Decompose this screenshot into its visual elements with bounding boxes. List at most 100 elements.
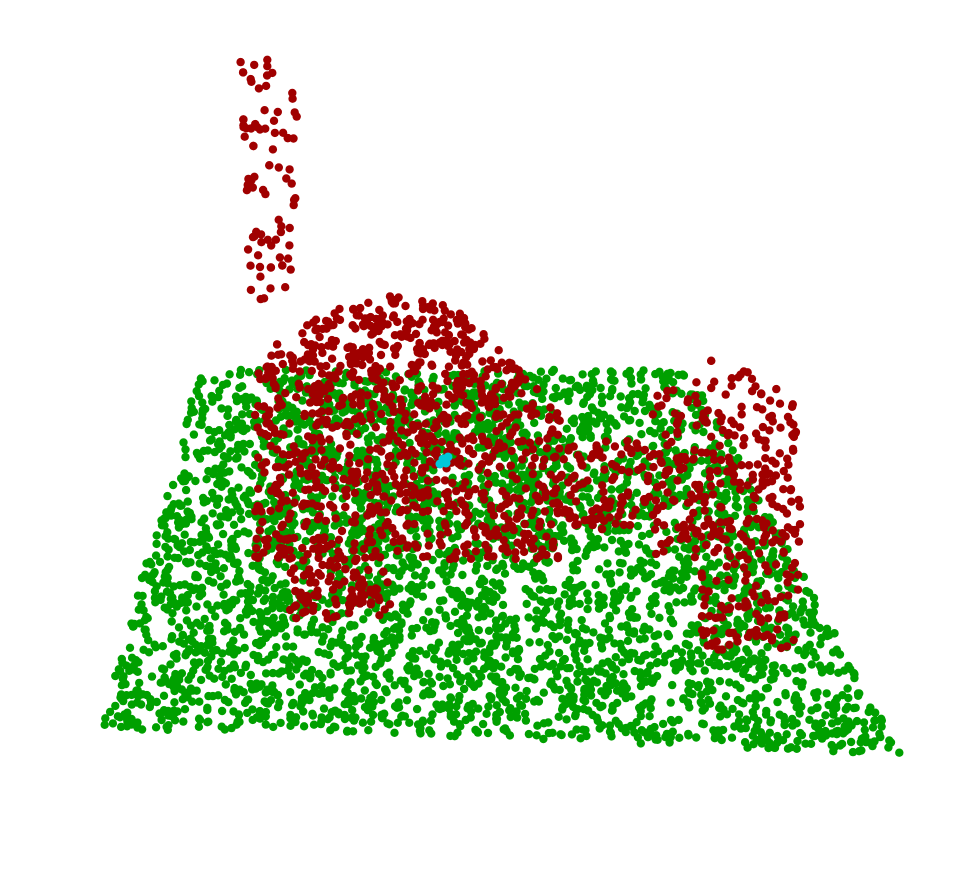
object-point	[773, 625, 782, 634]
ground-point	[225, 664, 235, 673]
ground-point	[403, 664, 412, 673]
ground-point	[324, 650, 334, 660]
object-point	[358, 416, 367, 426]
ground-point	[646, 704, 655, 713]
ground-point	[740, 621, 749, 631]
ground-point	[728, 446, 737, 455]
ground-point	[233, 452, 242, 462]
ground-point	[217, 722, 226, 731]
ground-point	[189, 628, 198, 637]
object-point	[262, 363, 271, 372]
ground-point	[309, 615, 319, 624]
ground-point	[194, 714, 204, 723]
ground-point	[467, 680, 476, 689]
ground-point	[652, 659, 661, 668]
ground-point	[405, 718, 414, 727]
ground-point	[181, 445, 190, 454]
object-point	[254, 484, 263, 493]
object-point	[787, 497, 796, 506]
object-point	[540, 455, 549, 464]
ground-point	[606, 579, 616, 588]
ground-point	[724, 438, 733, 448]
ground-point	[418, 592, 428, 601]
ground-point	[621, 582, 630, 591]
ground-point	[573, 382, 583, 391]
ground-point	[769, 674, 778, 683]
object-point	[507, 446, 516, 456]
ground-point	[492, 710, 501, 720]
ground-point	[501, 619, 510, 628]
ground-point	[189, 430, 199, 439]
ground-point	[119, 672, 128, 681]
ground-point	[624, 654, 634, 664]
object-point	[658, 501, 668, 511]
ground-point	[691, 410, 701, 420]
ground-point	[453, 520, 462, 529]
object-point	[727, 381, 736, 390]
ground-point	[848, 747, 858, 757]
object-point	[623, 443, 632, 452]
object-point	[351, 511, 360, 520]
ground-point	[418, 717, 428, 727]
ground-point	[256, 565, 265, 575]
ground-point	[115, 713, 125, 722]
ground-point	[427, 679, 437, 688]
ground-point	[490, 471, 500, 481]
object-point	[328, 585, 338, 594]
ground-point	[774, 584, 783, 593]
ground-point	[571, 711, 580, 721]
object-point	[667, 437, 676, 447]
object-point	[476, 376, 485, 386]
ground-point	[212, 500, 222, 509]
ground-point	[684, 679, 693, 688]
object-point	[443, 376, 452, 386]
ground-point	[184, 675, 193, 684]
object-point	[542, 444, 552, 453]
object-point	[564, 443, 574, 452]
object-point	[278, 359, 287, 369]
ground-point	[472, 561, 482, 570]
ground-point	[287, 700, 297, 710]
ground-point	[179, 547, 189, 556]
ground-point	[360, 423, 370, 433]
ground-point	[783, 556, 792, 565]
ground-point	[642, 650, 651, 660]
ground-point	[439, 596, 448, 605]
ground-point	[645, 729, 655, 738]
ground-point	[743, 743, 752, 752]
ground-point	[359, 615, 368, 624]
ground-point	[895, 748, 904, 757]
ground-point	[412, 704, 422, 714]
ground-point	[400, 712, 410, 721]
ground-point	[529, 674, 538, 683]
object-point	[366, 321, 375, 331]
ground-point	[692, 733, 701, 742]
ground-point	[358, 450, 367, 459]
ground-point	[358, 666, 367, 675]
ground-point	[518, 429, 527, 438]
object-point	[341, 565, 350, 574]
ground-point	[573, 669, 582, 679]
object-point	[444, 362, 454, 371]
ground-point	[597, 398, 607, 408]
ground-point	[453, 628, 463, 638]
object-point	[511, 423, 520, 432]
ground-point	[466, 713, 475, 722]
object-point	[511, 554, 520, 564]
object-point	[748, 503, 758, 512]
object-point	[290, 108, 299, 117]
object-point	[368, 399, 377, 409]
ground-point	[192, 602, 201, 611]
ground-point	[199, 498, 209, 507]
ground-point	[221, 680, 230, 689]
ground-point	[261, 720, 270, 729]
ground-point	[410, 571, 420, 580]
ground-point	[230, 425, 239, 434]
object-point	[350, 488, 360, 498]
ground-point	[179, 438, 188, 447]
ground-point	[364, 726, 373, 735]
ground-point	[636, 556, 645, 565]
ground-point	[827, 740, 836, 750]
ground-point	[562, 635, 572, 644]
ground-point	[244, 548, 253, 558]
